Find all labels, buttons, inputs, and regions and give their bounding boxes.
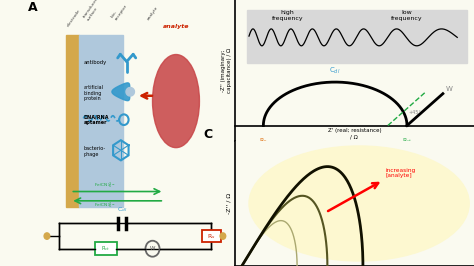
- Text: R$_{ct}$: R$_{ct}$: [401, 136, 412, 145]
- Text: transducer
surface: transducer surface: [82, 0, 103, 21]
- Circle shape: [249, 146, 469, 261]
- X-axis label: Z' (real; resistance)
/ Ω: Z' (real; resistance) / Ω: [328, 128, 381, 139]
- Text: bacterio-
phage: bacterio- phage: [83, 146, 105, 157]
- Text: R$_{ct}$: R$_{ct}$: [101, 244, 110, 253]
- FancyBboxPatch shape: [202, 230, 220, 243]
- Text: analyte: analyte: [163, 24, 189, 29]
- Text: bio-
receptor: bio- receptor: [110, 1, 128, 21]
- Text: R$_s$: R$_s$: [259, 136, 268, 145]
- Circle shape: [220, 233, 226, 239]
- Polygon shape: [112, 83, 130, 101]
- Circle shape: [44, 233, 50, 239]
- Bar: [66, 35, 79, 207]
- Text: low
frequency: low frequency: [391, 10, 423, 21]
- Text: electrode: electrode: [66, 9, 81, 28]
- Text: antibody: antibody: [83, 60, 107, 65]
- Bar: [246, 10, 467, 63]
- Ellipse shape: [153, 55, 200, 148]
- Text: C$_{dl}$: C$_{dl}$: [329, 66, 341, 76]
- Text: Fe(CN)$_6^{4-}$: Fe(CN)$_6^{4-}$: [94, 201, 116, 211]
- Text: artificial
binding
protein: artificial binding protein: [83, 85, 103, 101]
- Text: W: W: [150, 246, 155, 251]
- Y-axis label: -Z'' (imaginary;
capacitance) / Ω: -Z'' (imaginary; capacitance) / Ω: [221, 48, 232, 93]
- Text: Fe(CN)$_6^{3-}$: Fe(CN)$_6^{3-}$: [94, 181, 116, 192]
- Text: +45°: +45°: [408, 110, 421, 115]
- Text: R$_s$: R$_s$: [207, 232, 216, 240]
- Text: C$_{dl}$: C$_{dl}$: [117, 205, 127, 214]
- Text: high
frequency: high frequency: [272, 10, 303, 21]
- Text: C: C: [203, 128, 213, 142]
- Y-axis label: -Z'' / Ω: -Z'' / Ω: [227, 193, 232, 214]
- Text: increasing
[analyte]: increasing [analyte]: [385, 168, 416, 178]
- FancyBboxPatch shape: [94, 242, 117, 255]
- Text: A: A: [28, 1, 38, 14]
- Text: analyte: analyte: [147, 6, 160, 21]
- Bar: [79, 35, 123, 207]
- Text: W: W: [445, 86, 452, 92]
- Text: DNA/RNA
aptamer: DNA/RNA aptamer: [83, 114, 109, 125]
- Polygon shape: [126, 88, 135, 96]
